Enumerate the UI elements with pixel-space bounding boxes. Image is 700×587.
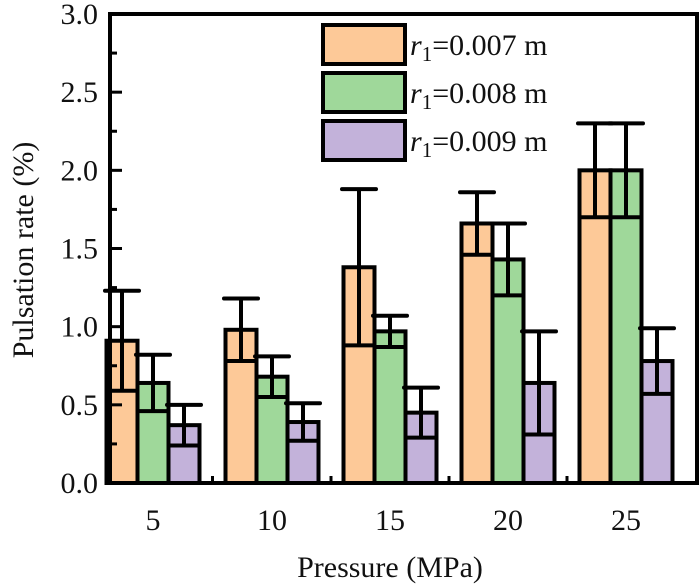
legend-symbol: r xyxy=(410,29,422,62)
legend-symbol: r xyxy=(410,77,422,110)
error-bar xyxy=(340,187,378,348)
legend-label: r1=0.008 m xyxy=(410,77,547,114)
legend-item: r1=0.007 m xyxy=(321,23,547,66)
legend-subscript: 1 xyxy=(422,90,433,114)
legend-symbol: r xyxy=(410,125,422,158)
error-bar xyxy=(371,313,409,349)
legend-value: =0.008 m xyxy=(432,77,547,110)
error-bar xyxy=(458,190,496,257)
legend: r1=0.007 mr1=0.008 mr1=0.009 m xyxy=(321,23,547,162)
y-tick-label: 3.0 xyxy=(61,0,99,31)
error-bar xyxy=(284,401,322,443)
legend-swatch xyxy=(321,119,407,162)
error-bar xyxy=(222,296,260,364)
x-tick-label: 20 xyxy=(493,504,523,537)
x-axis-title: Pressure (MPa) xyxy=(297,551,483,584)
legend-subscript: 1 xyxy=(422,42,433,66)
error-bar xyxy=(489,221,527,298)
bar-0007-p20 xyxy=(459,221,495,485)
bar-0008-p15 xyxy=(372,329,408,485)
x-tick-label: 25 xyxy=(611,504,641,537)
error-bar xyxy=(520,329,558,437)
legend-value: =0.009 m xyxy=(432,125,547,158)
legend-subscript: 1 xyxy=(422,138,433,162)
legend-item: r1=0.009 m xyxy=(321,119,547,162)
error-bar xyxy=(402,385,440,440)
error-bar xyxy=(607,121,645,220)
x-ticks-layer: 5 10 15 20 25 xyxy=(146,476,641,537)
y-tick-label: 0.5 xyxy=(61,389,99,422)
y-tick-label: 1.0 xyxy=(61,311,99,344)
x-tick-label: 5 xyxy=(146,504,161,537)
legend-value: =0.007 m xyxy=(432,29,547,62)
y-tick-label: 0.0 xyxy=(61,467,99,500)
y-tick-label: 2.5 xyxy=(61,76,99,109)
error-bar xyxy=(638,326,676,396)
y-tick-label: 1.5 xyxy=(61,233,99,266)
y-ticks-layer: 0.0 0.5 1.0 1.5 2.0 2.5 3.0 xyxy=(61,0,122,500)
y-tick-label: 2.0 xyxy=(61,154,99,187)
error-bars-layer xyxy=(103,121,676,448)
legend-label: r1=0.007 m xyxy=(410,29,547,66)
legend-item: r1=0.008 m xyxy=(321,71,547,114)
x-tick-label: 10 xyxy=(257,504,287,537)
error-bar xyxy=(576,121,614,220)
y-axis-title: Pulsation rate (%) xyxy=(7,142,40,359)
legend-swatch xyxy=(321,71,407,114)
error-bar xyxy=(134,352,172,414)
error-bar xyxy=(253,354,291,400)
error-bar xyxy=(165,402,203,448)
x-tick-label: 15 xyxy=(375,504,405,537)
legend-swatch xyxy=(321,23,407,66)
legend-label: r1=0.009 m xyxy=(410,125,547,162)
